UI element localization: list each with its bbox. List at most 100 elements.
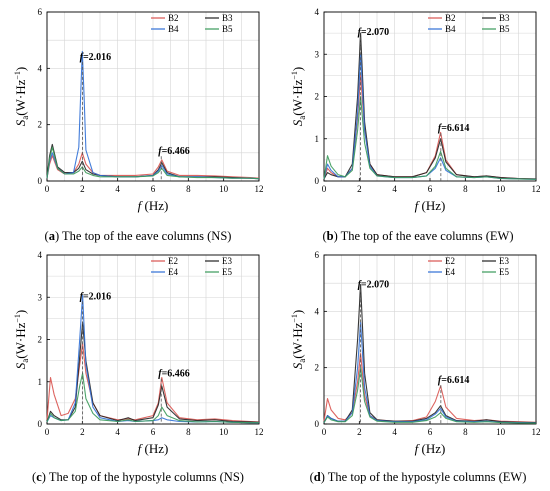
legend-label-e3: E3 xyxy=(222,256,232,266)
caption-text: ) The top of the eave columns (EW) xyxy=(334,229,514,243)
x-tick-label: 4 xyxy=(115,427,120,437)
legend-label-b3: B3 xyxy=(499,13,510,23)
peak-annotation-value: =2.070 xyxy=(361,279,389,290)
y-tick-label: 4 xyxy=(315,306,320,316)
x-axis-symbol: f xyxy=(415,441,421,456)
peak-annotation: f=6.466 xyxy=(158,369,190,380)
panel-caption: (b) The top of the eave columns (EW) xyxy=(322,229,513,243)
series-line-e5 xyxy=(46,372,259,424)
caption-text: ) The top of the hypostyle columns (EW) xyxy=(321,470,527,484)
y-axis-label: Sa(W·Hz−1) xyxy=(13,310,30,369)
series-line-b5 xyxy=(46,146,260,180)
caption-paren-open: ( xyxy=(45,229,49,243)
y-tick-label: 4 xyxy=(38,250,43,260)
y-axis-exponent: −1 xyxy=(13,314,22,323)
legend-label-e5: E5 xyxy=(222,267,232,277)
x-tick-label: 12 xyxy=(255,184,264,194)
caption-paren-open: ( xyxy=(310,470,314,484)
y-axis-exponent: −1 xyxy=(290,314,299,323)
legend-label-e3: E3 xyxy=(499,256,509,266)
x-tick-label: 8 xyxy=(186,184,191,194)
y-axis-exponent: −1 xyxy=(13,71,22,80)
x-axis-label: f (Hz) xyxy=(415,198,446,213)
peak-annotation-value: =2.016 xyxy=(83,52,111,63)
legend-label-b3: B3 xyxy=(222,13,233,23)
y-axis-close: ) xyxy=(290,310,305,314)
caption-paren-open: ( xyxy=(32,470,36,484)
peak-annotation-symbol: f xyxy=(438,123,443,134)
caption-letter: d xyxy=(314,470,321,484)
y-axis-unit: (W·Hz xyxy=(13,322,28,358)
caption-letter: a xyxy=(49,229,56,243)
y-axis-exponent: −1 xyxy=(290,71,299,80)
caption-text: ) The top of the hypostyle columns (NS) xyxy=(42,470,244,484)
x-axis-unit: (Hz) xyxy=(141,441,168,456)
caption-letter: b xyxy=(327,229,334,243)
y-tick-label: 2 xyxy=(315,92,320,102)
peak-annotation: f=2.070 xyxy=(358,279,390,290)
y-axis-symbol: S xyxy=(13,362,28,369)
x-tick-label: 2 xyxy=(357,184,362,194)
y-tick-label: 6 xyxy=(315,250,320,260)
y-axis-subscript: a xyxy=(20,116,30,120)
legend-label-b2: B2 xyxy=(168,13,179,23)
series-line-e5 xyxy=(323,367,537,424)
x-tick-label: 12 xyxy=(532,184,541,194)
peak-annotation: f=2.016 xyxy=(80,291,112,302)
peak-annotation: f=6.614 xyxy=(438,123,470,134)
x-axis-symbol: f xyxy=(138,441,144,456)
y-tick-label: 0 xyxy=(315,176,320,186)
peak-annotation-value: =6.466 xyxy=(162,369,190,380)
y-axis-subscript: a xyxy=(20,359,30,363)
y-axis-label: Sa(W·Hz−1) xyxy=(290,310,307,369)
x-tick-label: 10 xyxy=(496,184,506,194)
legend-label-e5: E5 xyxy=(499,267,509,277)
x-tick-label: 4 xyxy=(115,184,120,194)
y-axis-unit: (W·Hz xyxy=(290,79,305,115)
y-axis-close: ) xyxy=(290,67,305,71)
caption-paren-open: ( xyxy=(322,229,326,243)
y-tick-label: 0 xyxy=(38,176,43,186)
peak-annotation-value: =6.466 xyxy=(162,146,190,157)
legend-label-b5: B5 xyxy=(222,24,233,34)
x-tick-label: 8 xyxy=(186,427,191,437)
y-tick-label: 3 xyxy=(38,292,43,302)
y-tick-label: 1 xyxy=(315,134,320,144)
legend-label-e4: E4 xyxy=(445,267,455,277)
y-axis-close: ) xyxy=(13,310,28,314)
x-tick-label: 0 xyxy=(45,184,50,194)
peak-annotation-symbol: f xyxy=(158,146,163,157)
x-tick-label: 10 xyxy=(496,427,506,437)
x-tick-label: 0 xyxy=(45,427,50,437)
peak-annotation-symbol: f xyxy=(438,375,443,386)
peak-annotation-value: =2.070 xyxy=(361,27,389,38)
y-axis-unit: (W·Hz xyxy=(13,79,28,115)
series-line-b5 xyxy=(323,95,537,180)
y-axis-unit: (W·Hz xyxy=(290,322,305,358)
x-axis-symbol: f xyxy=(415,198,421,213)
x-tick-label: 0 xyxy=(322,427,327,437)
x-tick-label: 2 xyxy=(357,427,362,437)
y-axis-close: ) xyxy=(13,67,28,71)
x-axis-label: f (Hz) xyxy=(415,441,446,456)
x-tick-label: 12 xyxy=(532,427,541,437)
x-tick-label: 12 xyxy=(255,427,264,437)
y-tick-label: 4 xyxy=(38,63,43,73)
x-tick-label: 4 xyxy=(392,184,397,194)
legend-label-e2: E2 xyxy=(168,256,178,266)
peak-annotation: f=6.466 xyxy=(158,146,190,157)
peak-annotation-symbol: f xyxy=(80,291,85,302)
peak-annotation-value: =6.614 xyxy=(441,375,469,386)
x-tick-label: 6 xyxy=(151,427,156,437)
legend-label-b4: B4 xyxy=(445,24,456,34)
y-tick-label: 4 xyxy=(315,7,320,17)
x-tick-label: 2 xyxy=(80,427,85,437)
x-axis-label: f (Hz) xyxy=(138,198,169,213)
legend-label-b5: B5 xyxy=(499,24,510,34)
peak-annotation-symbol: f xyxy=(158,369,163,380)
peak-annotation: f=2.070 xyxy=(358,27,390,38)
